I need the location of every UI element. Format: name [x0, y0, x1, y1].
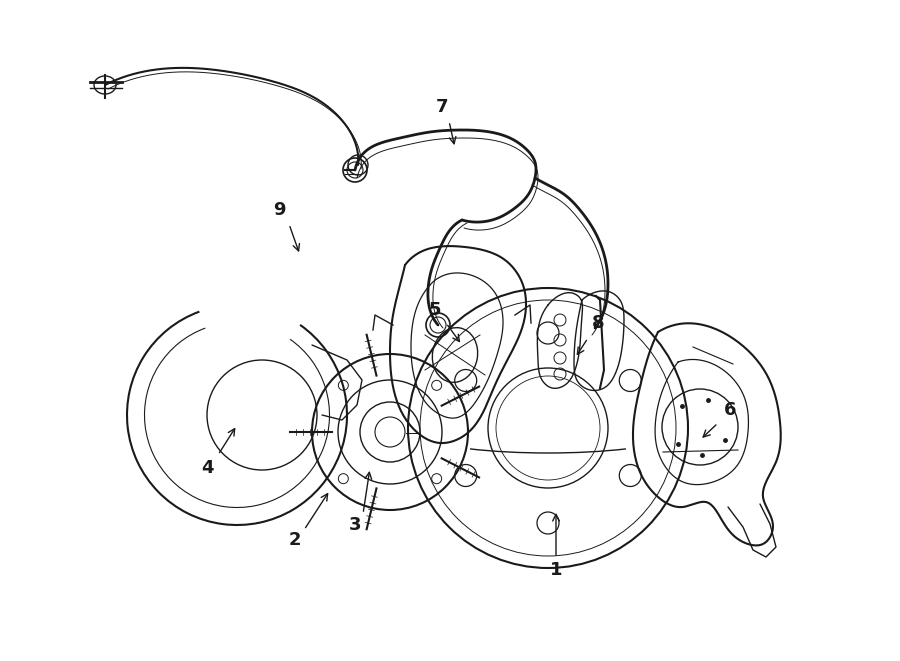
Text: 2: 2	[289, 531, 302, 549]
Text: 6: 6	[724, 401, 736, 419]
Text: 3: 3	[349, 516, 361, 534]
Text: 9: 9	[273, 201, 285, 219]
Text: 8: 8	[591, 314, 604, 332]
Text: 5: 5	[428, 301, 441, 319]
Text: 4: 4	[201, 459, 213, 477]
Text: 7: 7	[436, 98, 448, 116]
Text: 1: 1	[550, 561, 562, 579]
